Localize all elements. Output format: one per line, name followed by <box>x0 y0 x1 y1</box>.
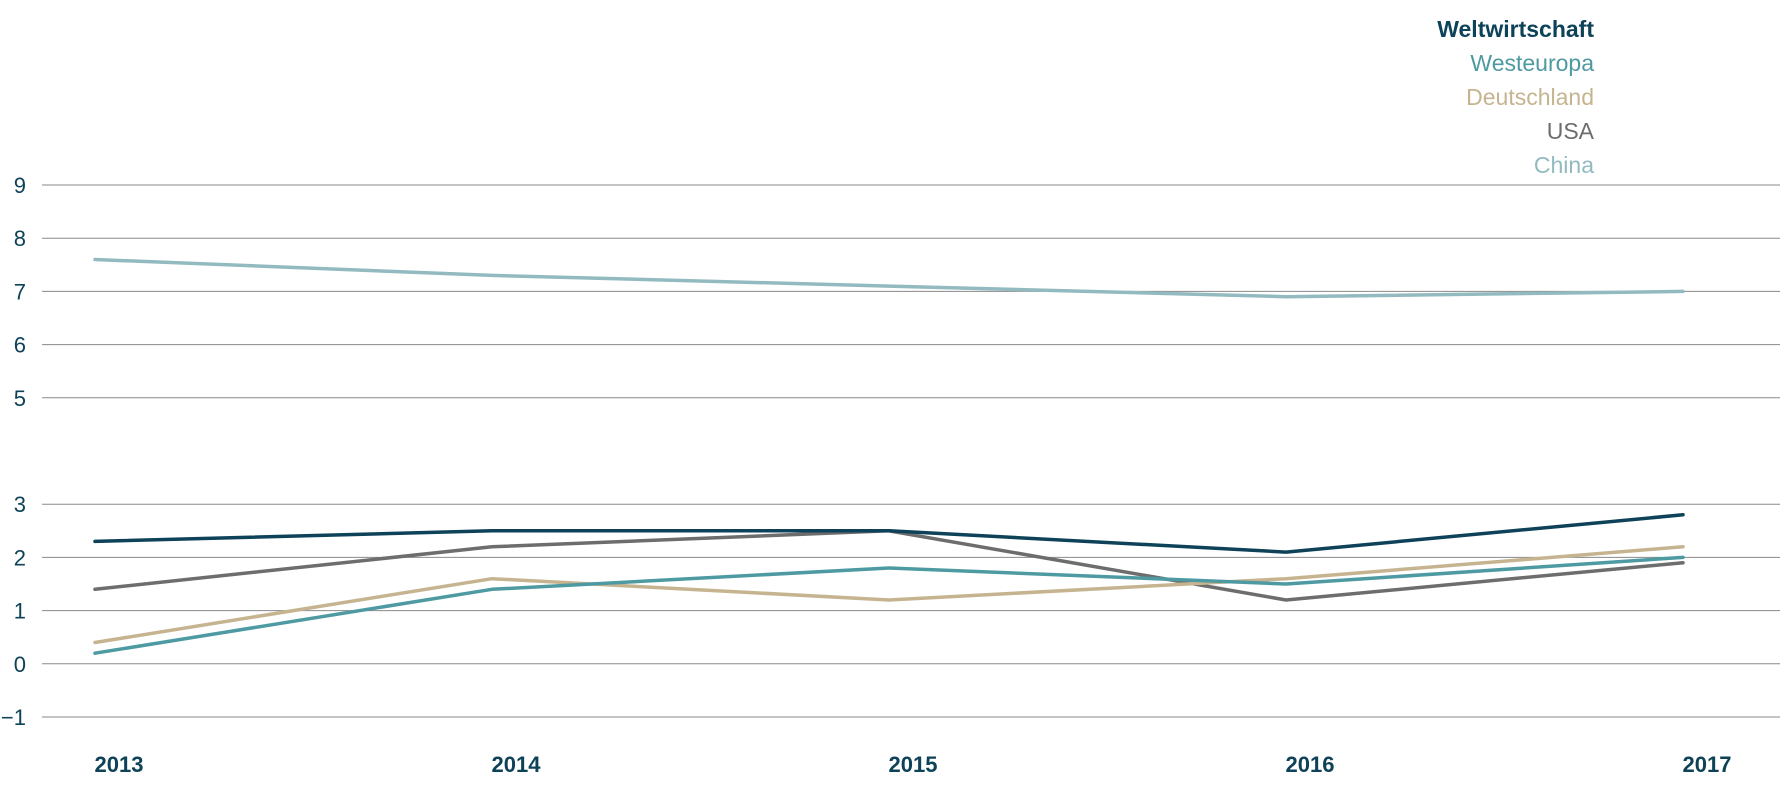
y-tick-label: 8 <box>14 226 26 251</box>
y-tick-label: 3 <box>14 492 26 517</box>
series-line-china <box>93 257 1685 299</box>
series-line-westeuropa <box>93 555 1685 655</box>
x-axis-tick-labels: 2013 2014 2015 2016 2017 <box>95 752 1732 777</box>
y-tick-label: 0 <box>14 652 26 677</box>
y-tick-label: 7 <box>14 279 26 304</box>
x-tick-label: 2016 <box>1286 752 1335 777</box>
series-line-deutschland <box>93 545 1685 645</box>
x-tick-label: 2017 <box>1683 752 1732 777</box>
legend-entry-deutschland: Deutschland <box>1466 84 1594 110</box>
gridlines <box>42 184 1780 718</box>
legend-entry-weltwirtschaft: Weltwirtschaft <box>1437 16 1594 42</box>
series-line-weltwirtschaft <box>93 513 1685 554</box>
legend: Weltwirtschaft Westeuropa Deutschland USA Ch… <box>1437 16 1594 178</box>
y-tick-label: 9 <box>14 173 26 198</box>
legend-entry-westeuropa: Westeuropa <box>1470 50 1594 76</box>
y-axis-tick-labels: −1 0 1 2 3 5 6 7 8 9 <box>1 173 26 730</box>
legend-entry-china: China <box>1534 152 1594 178</box>
y-tick-label: 5 <box>14 386 26 411</box>
y-tick-label: −1 <box>1 705 26 730</box>
y-tick-label: 6 <box>14 333 26 358</box>
series-lines <box>93 257 1685 655</box>
x-tick-label: 2015 <box>889 752 938 777</box>
y-tick-label: 1 <box>14 599 26 624</box>
x-tick-label: 2013 <box>95 752 144 777</box>
y-tick-label: 2 <box>14 545 26 570</box>
x-tick-label: 2014 <box>492 752 542 777</box>
legend-entry-usa: USA <box>1547 118 1595 144</box>
